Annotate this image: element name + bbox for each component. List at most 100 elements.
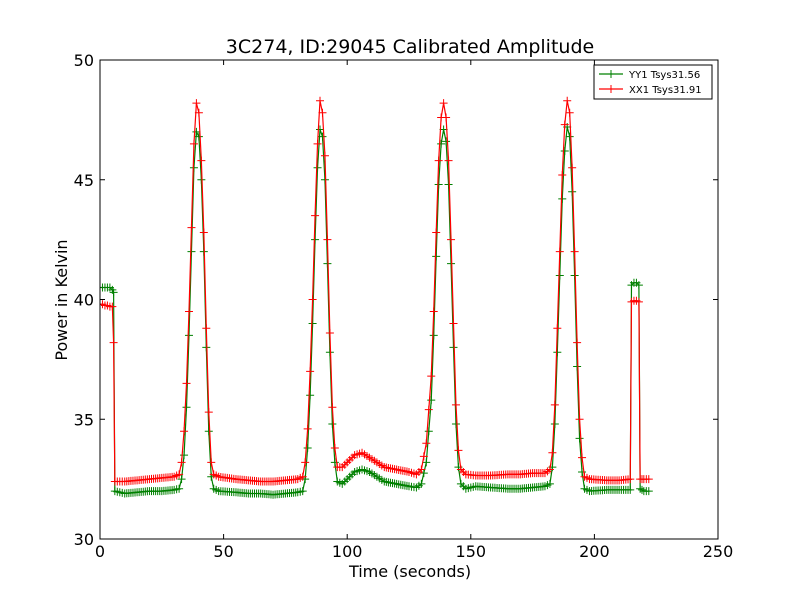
data-point-marker <box>545 479 554 488</box>
data-point-marker <box>184 307 193 316</box>
data-point-marker <box>313 139 322 148</box>
data-point-marker <box>313 163 322 172</box>
data-point-marker <box>330 458 339 467</box>
data-point-marker <box>298 487 307 496</box>
data-point-marker <box>330 443 339 452</box>
data-point-marker <box>175 470 184 479</box>
legend-entry: YY1 Tsys31.56 <box>599 70 700 81</box>
legend-marker <box>607 70 615 78</box>
data-point-marker <box>422 458 431 467</box>
data-point-marker <box>184 331 193 340</box>
data-point-marker <box>109 288 118 297</box>
data-point-marker <box>207 458 216 467</box>
data-point-marker <box>439 99 448 108</box>
data-point-marker <box>442 137 451 146</box>
data-point-marker <box>187 247 196 256</box>
data-point-marker <box>637 485 646 494</box>
data-point-marker <box>422 439 431 448</box>
data-point-marker <box>568 163 577 172</box>
data-point-marker <box>578 467 587 476</box>
data-point-marker <box>204 408 213 417</box>
data-point-marker <box>325 329 334 338</box>
data-point-marker <box>558 170 567 179</box>
data-point-marker <box>644 487 653 496</box>
data-point-marker <box>298 472 307 481</box>
data-point-marker <box>197 156 206 165</box>
y-tick-label: 40 <box>74 291 94 310</box>
data-point-marker <box>427 372 436 381</box>
legend-marker <box>607 85 615 93</box>
data-point-marker <box>548 448 557 457</box>
data-point-marker <box>427 396 436 405</box>
data-point-marker <box>311 235 320 244</box>
x-axis-label: Time (seconds) <box>348 562 471 581</box>
y-tick-label: 50 <box>74 51 94 70</box>
data-point-marker <box>575 415 584 424</box>
data-point-marker <box>318 132 327 141</box>
data-point-marker <box>447 259 456 268</box>
data-point-marker <box>437 139 446 148</box>
data-point-marker <box>434 156 443 165</box>
data-point-marker <box>626 475 635 484</box>
legend-entry: XX1 Tsys31.91 <box>599 85 702 96</box>
data-point-marker <box>454 446 463 455</box>
data-point-marker <box>109 338 118 347</box>
y-tick-labels: 30 35 40 45 50 <box>74 51 94 549</box>
data-point-marker <box>192 99 201 108</box>
data-point-marker <box>560 147 569 156</box>
data-point-marker <box>182 379 191 388</box>
data-point-marker <box>306 367 315 376</box>
data-point-marker <box>180 451 189 460</box>
data-point-marker <box>447 235 456 244</box>
data-point-marker <box>417 479 426 488</box>
x-tick-label: 250 <box>703 542 734 561</box>
data-point-marker <box>634 297 643 306</box>
y-axis-label: Power in Kelvin <box>52 239 71 360</box>
data-point-marker <box>626 485 635 494</box>
series-xx1 <box>100 96 653 486</box>
data-point-marker <box>451 420 460 429</box>
data-point-marker <box>444 156 453 165</box>
data-point-marker <box>175 484 184 493</box>
data-point-marker <box>316 125 325 134</box>
x-tick-label: 100 <box>332 542 363 561</box>
data-point-marker <box>311 211 320 220</box>
y-tick-label: 35 <box>74 410 94 429</box>
data-point-marker <box>432 252 441 261</box>
data-point-marker <box>202 324 211 333</box>
legend: YY1 Tsys31.56 XX1 Tsys31.91 <box>593 64 713 100</box>
data-point-marker <box>187 223 196 232</box>
data-point-marker <box>555 271 564 280</box>
y-tick-label: 30 <box>74 530 94 549</box>
chart-title: 3C274, ID:29045 Calibrated Amplitude <box>226 36 594 58</box>
data-point-marker <box>199 228 208 237</box>
data-point-marker <box>432 228 441 237</box>
data-point-marker <box>419 452 428 461</box>
data-point-marker <box>318 108 327 117</box>
data-point-marker <box>328 420 337 429</box>
data-point-marker <box>563 96 572 105</box>
data-point-marker <box>442 113 451 122</box>
legend-box <box>593 64 713 100</box>
data-point-marker <box>451 400 460 409</box>
x-tick-label: 50 <box>213 542 233 561</box>
y-tick-label: 45 <box>74 171 94 190</box>
data-point-marker <box>316 96 325 105</box>
data-point-marker <box>565 108 574 117</box>
data-point-marker <box>301 458 310 467</box>
data-point-marker <box>182 403 191 412</box>
data-point-marker <box>303 424 312 433</box>
data-point-marker <box>555 247 564 256</box>
data-point-marker <box>573 338 582 347</box>
x-tick-label: 200 <box>579 542 610 561</box>
data-point-marker <box>545 465 554 474</box>
data-point-marker <box>424 405 433 414</box>
data-point-marker <box>553 348 562 357</box>
data-point-marker <box>429 307 438 316</box>
data-point-marker <box>570 247 579 256</box>
data-point-marker <box>560 120 569 129</box>
data-point-marker <box>108 302 117 311</box>
